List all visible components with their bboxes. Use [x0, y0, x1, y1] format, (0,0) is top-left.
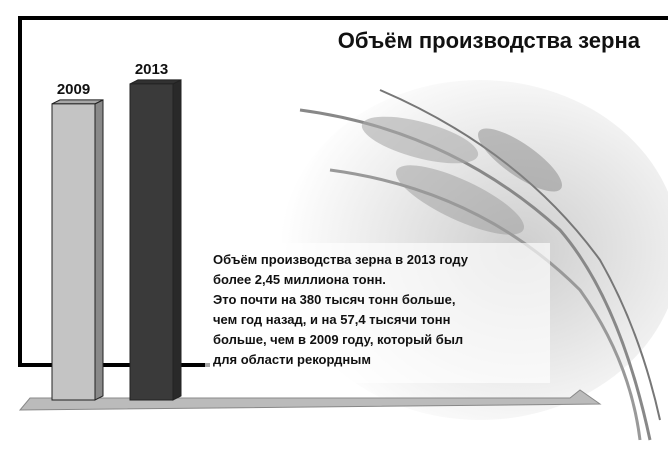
note-line: для области рекордным: [213, 352, 371, 367]
bar-side: [172, 79, 182, 401]
bar-top: [51, 99, 104, 105]
floor: [18, 389, 602, 411]
bar-side: [94, 99, 104, 401]
note-line: Это почти на 380 тысяч тонн больше,: [213, 292, 455, 307]
bar-top: [129, 79, 182, 85]
chart-title: Объём производства зерна: [338, 28, 641, 53]
bar: [51, 103, 96, 401]
note-line: Объём производства зерна в 2013 году: [213, 252, 469, 267]
bar-label: 2013: [135, 61, 168, 78]
note-line: более 2,45 миллиона тонн.: [213, 272, 386, 287]
note-line: чем год назад, и на 57,4 тысячи тонн: [213, 312, 450, 327]
bar: [129, 83, 174, 401]
note-line: больше, чем в 2009 году, который был: [213, 332, 463, 347]
bar-label: 2009: [57, 81, 90, 98]
note-box: [205, 243, 550, 383]
